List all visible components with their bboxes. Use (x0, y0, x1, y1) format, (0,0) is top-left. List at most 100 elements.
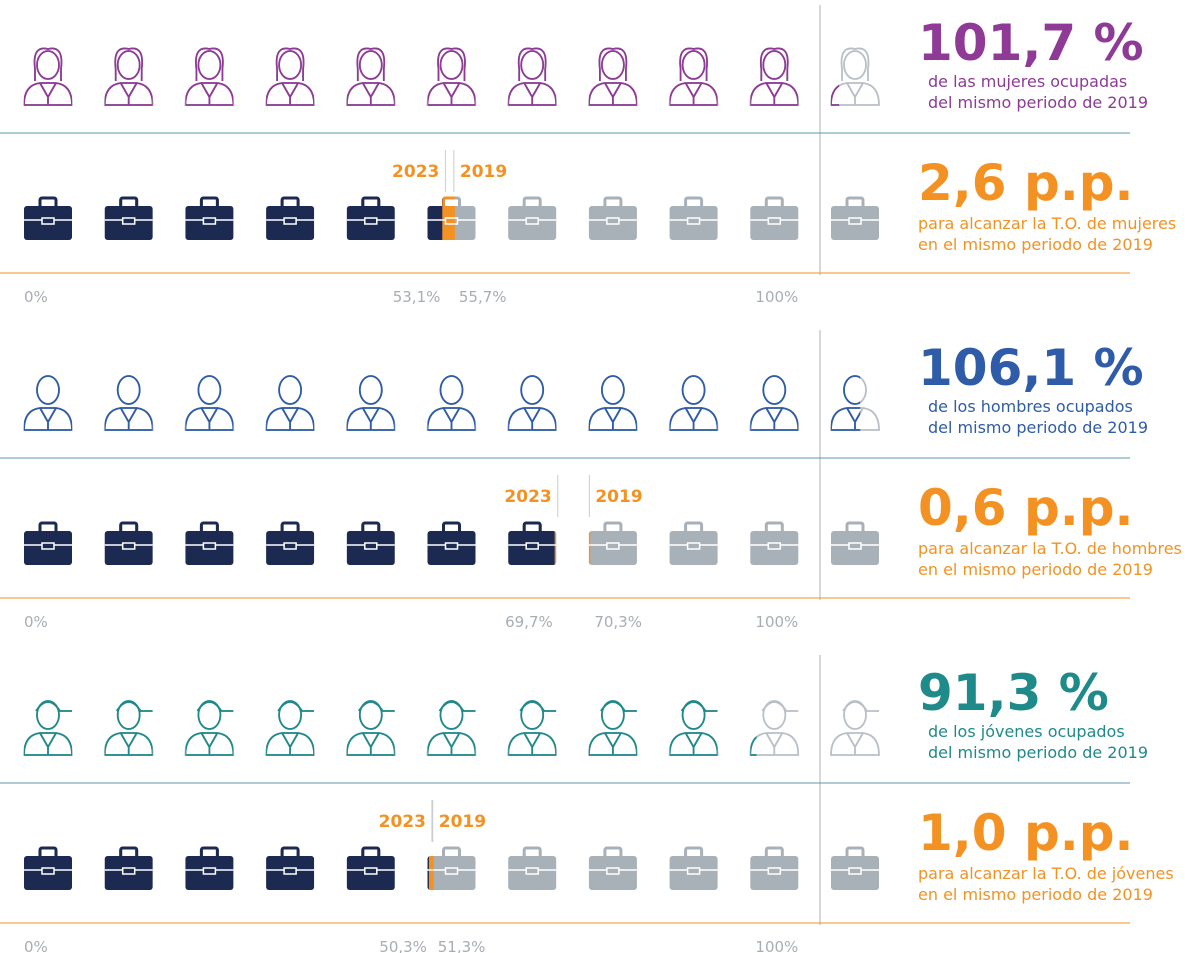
case (428, 856, 434, 890)
year-base: 2019 (439, 812, 486, 832)
head (197, 700, 222, 730)
person-icon-fill (669, 47, 718, 106)
hair (356, 47, 386, 81)
hair (679, 47, 708, 81)
collar (200, 82, 219, 105)
collar (846, 732, 864, 755)
people-desc: de los jóvenes ocupados (928, 722, 1125, 741)
collar (442, 407, 461, 430)
collar (362, 732, 380, 755)
collar (362, 82, 380, 105)
collar (684, 732, 703, 755)
head (762, 375, 787, 405)
collar (442, 82, 461, 105)
person-icon-fill (750, 47, 799, 106)
hair (759, 47, 789, 81)
latch (364, 542, 378, 550)
hair (437, 47, 466, 81)
head (278, 50, 303, 80)
collar (362, 407, 380, 430)
latch (606, 867, 620, 875)
briefcase-fill (24, 846, 72, 890)
person-icon-fill (588, 375, 637, 431)
briefcase-gap (554, 531, 557, 565)
collar (684, 82, 703, 105)
briefcase-icon (831, 521, 879, 565)
person-icon-fill (24, 700, 72, 756)
collar (39, 732, 57, 755)
case (427, 856, 429, 890)
latch (848, 542, 862, 550)
rate-stat: 0,6 p.p. (918, 479, 1134, 537)
briefcase-fill (104, 196, 153, 240)
person-icon-fill (831, 375, 861, 431)
latch (364, 867, 378, 875)
briefcase-gap (442, 196, 455, 240)
latch (767, 217, 782, 225)
latch (686, 542, 701, 550)
hair (759, 47, 789, 81)
axis-label: 0% (24, 288, 48, 306)
briefcase-fill (266, 196, 315, 240)
person-icon-fill (346, 375, 395, 431)
head (843, 50, 867, 80)
briefcase-gap (428, 856, 434, 890)
rate-desc: para alcanzar la T.O. de mujeres (918, 214, 1176, 233)
head (681, 50, 706, 80)
collar (523, 732, 541, 755)
hair (114, 47, 144, 81)
latch (283, 542, 297, 550)
rate-desc: para alcanzar la T.O. de hombres (918, 539, 1182, 558)
head (843, 700, 867, 730)
latch (848, 867, 862, 875)
hair (840, 47, 870, 81)
person-icon-fill (266, 375, 315, 431)
hair (195, 47, 224, 81)
briefcase-fill (346, 196, 395, 240)
collar (442, 732, 461, 755)
case (554, 531, 557, 565)
briefcase-icon (427, 846, 476, 890)
cap (842, 701, 879, 712)
briefcase-icon (831, 846, 879, 890)
person-icon-fill (588, 700, 637, 756)
person-icon-fill (588, 47, 637, 106)
head (278, 700, 303, 730)
shoulders (831, 84, 840, 106)
collar (39, 407, 57, 430)
head (439, 50, 464, 80)
head (762, 700, 787, 730)
head (116, 50, 141, 80)
people-desc: de los hombres ocupados (928, 397, 1133, 416)
briefcase-fill (266, 521, 315, 565)
head (36, 700, 60, 730)
collar (604, 82, 622, 105)
person-icon-fill (508, 700, 557, 756)
latch (686, 217, 701, 225)
person-icon-fill (669, 375, 718, 431)
latch (767, 867, 782, 875)
briefcase-icon (508, 196, 557, 240)
collar (846, 82, 864, 105)
head (520, 375, 545, 405)
latch (525, 867, 539, 875)
rate-desc: para alcanzar la T.O. de jóvenes (918, 864, 1174, 883)
briefcase-icon (831, 196, 879, 240)
head (358, 50, 383, 80)
briefcase-icon (508, 846, 557, 890)
person-icon-fill (750, 735, 757, 756)
latch (283, 217, 297, 225)
cap (358, 701, 395, 712)
latch (202, 542, 217, 550)
case (588, 531, 591, 565)
latch (525, 542, 539, 550)
person-icon-fill (104, 375, 153, 431)
person-icon-fill (427, 47, 476, 106)
briefcase-icon (588, 196, 637, 240)
axis-label: 100% (755, 938, 798, 953)
rate-stat: 1,0 p.p. (918, 804, 1134, 862)
axis-label: 51,3% (438, 938, 486, 953)
latch (364, 217, 378, 225)
collar (604, 407, 622, 430)
latch (444, 217, 455, 225)
